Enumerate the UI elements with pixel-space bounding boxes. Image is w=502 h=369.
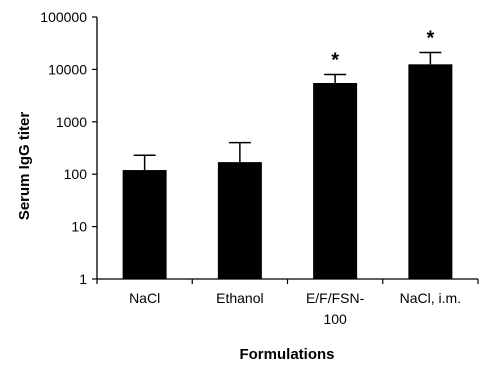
- bar: [122, 170, 167, 279]
- significance-marker: *: [426, 28, 434, 50]
- y-axis: 1 10 100 1000 10000 100000: [40, 9, 98, 287]
- y-tick-label: 1: [79, 271, 87, 287]
- x-tick-label-line: E/F/FSN-: [306, 290, 365, 306]
- x-tick-label-line: NaCl: [129, 290, 160, 306]
- bar: [313, 83, 358, 279]
- x-axis: NaCl Ethanol E/F/FSN- 100 NaCl, i.m.: [96, 278, 479, 327]
- x-tick-label-line: Ethanol: [216, 290, 263, 306]
- significance-marker: *: [331, 49, 339, 71]
- x-tick-label: NaCl, i.m.: [400, 290, 461, 306]
- y-axis-title: Serum IgG titer: [16, 112, 33, 221]
- y-tick-label: 1000: [56, 114, 87, 130]
- y-tick-label: 10000: [48, 61, 87, 77]
- x-axis-title: Formulations: [239, 346, 334, 363]
- bar: [408, 64, 453, 279]
- y-tick-label: 100: [64, 166, 88, 182]
- bars: **: [122, 28, 453, 279]
- bar: [217, 162, 262, 279]
- y-tick-label: 100000: [40, 9, 87, 25]
- x-tick-label-line: NaCl, i.m.: [400, 290, 461, 306]
- x-tick-label: Ethanol: [216, 290, 263, 306]
- x-tick-label: NaCl: [129, 290, 160, 306]
- x-tick-label-line: 100: [323, 311, 347, 327]
- y-tick-label: 10: [71, 219, 87, 235]
- x-tick-label: E/F/FSN- 100: [306, 290, 365, 327]
